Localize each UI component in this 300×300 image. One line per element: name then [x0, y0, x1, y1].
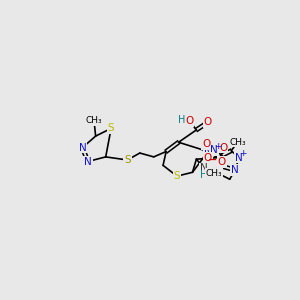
Text: S: S	[124, 155, 131, 165]
Text: O: O	[185, 116, 194, 126]
Text: O: O	[204, 153, 212, 163]
Text: N: N	[84, 157, 92, 166]
Text: N: N	[231, 165, 239, 175]
Text: N: N	[200, 164, 208, 173]
Text: N: N	[235, 153, 243, 163]
Text: −: −	[208, 155, 217, 165]
Text: H: H	[200, 170, 207, 180]
Text: +: +	[214, 142, 222, 151]
Text: N: N	[204, 146, 212, 157]
Text: N: N	[210, 145, 218, 155]
Text: O: O	[202, 139, 211, 149]
Text: CH₃: CH₃	[206, 169, 223, 178]
Text: +: +	[239, 149, 247, 158]
Text: S: S	[108, 123, 114, 134]
Text: O: O	[218, 157, 226, 167]
Text: CH₃: CH₃	[86, 116, 102, 125]
Text: O: O	[219, 143, 228, 153]
Text: H: H	[178, 115, 185, 125]
Text: CH₃: CH₃	[229, 138, 246, 147]
Text: S: S	[174, 171, 180, 181]
Text: O: O	[204, 117, 212, 127]
Text: N: N	[79, 143, 86, 153]
